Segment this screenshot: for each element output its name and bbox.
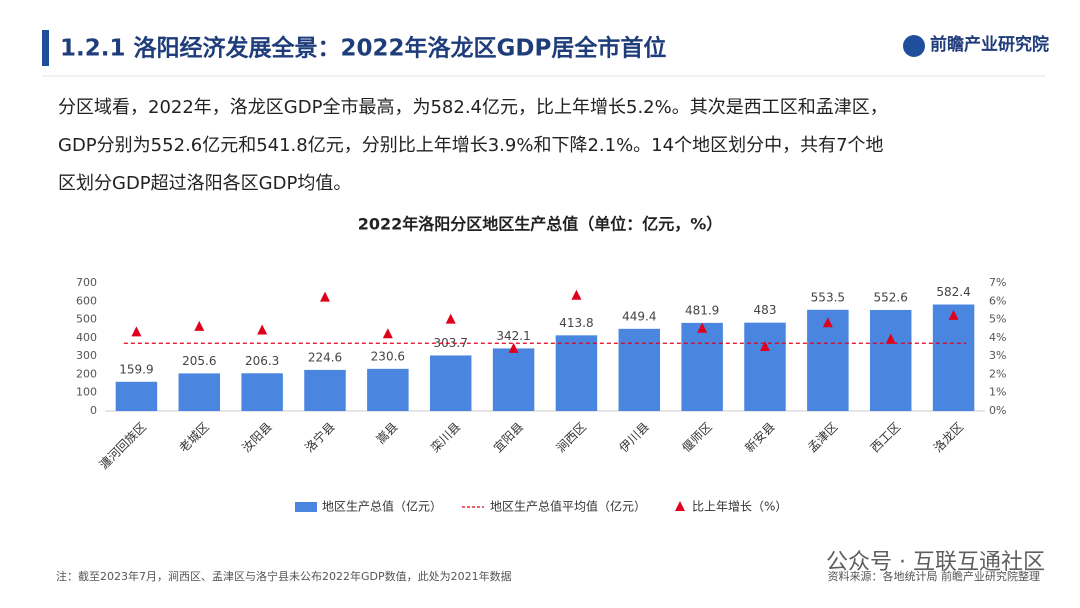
source: 资料来源：各地统计局 前瞻产业研究院整理 <box>828 569 1041 583</box>
bar <box>744 322 786 411</box>
data-label: 449.4 <box>622 309 656 323</box>
bar <box>681 322 723 411</box>
growth-marker <box>948 309 959 320</box>
legend-label: 地区生产总值（亿元） <box>322 499 442 514</box>
bar <box>618 328 661 411</box>
body-line: 分区域看，2022年，洛龙区GDP全市最高，为582.4亿元，比上年增长5.2%… <box>58 97 888 118</box>
y2-tick-label: 6% <box>989 294 1006 307</box>
bar <box>115 381 158 411</box>
legend-label: 比上年增长（%） <box>692 500 787 514</box>
y-tick-label: 400 <box>76 331 97 344</box>
y2-tick-label: 3% <box>989 349 1006 362</box>
bar <box>429 355 472 411</box>
y2-tick-label: 1% <box>989 386 1006 399</box>
footnote: 注：截至2023年7月，涧西区、孟津区与洛宁县未公布2022年GDP数值，此处为… <box>56 569 512 583</box>
data-label: 303.7 <box>434 336 468 350</box>
y-tick-label: 700 <box>76 276 97 289</box>
growth-marker <box>760 341 770 351</box>
logo-icon <box>903 35 925 57</box>
bar <box>367 368 409 411</box>
body-line: GDP分别为552.6亿元和541.8亿元，分别比上年增长3.9%和下降2.1%… <box>58 135 884 156</box>
data-label: 582.4 <box>936 285 970 299</box>
x-tick-label: 洛宁县 <box>302 419 338 455</box>
legend-swatch <box>675 501 685 511</box>
x-tick-label: 老城区 <box>177 420 212 455</box>
y2-tick-label: 0% <box>989 404 1006 417</box>
data-label: 413.8 <box>559 316 593 330</box>
x-tick-label: 涧西区 <box>554 420 589 455</box>
y-tick-label: 100 <box>76 386 97 399</box>
bar <box>492 348 535 411</box>
y-tick-label: 500 <box>76 313 97 326</box>
watermark: 公众号 · 互联互通社区 <box>826 550 1045 575</box>
growth-marker <box>131 326 142 337</box>
data-label: 553.5 <box>811 290 845 304</box>
growth-marker <box>885 333 896 344</box>
data-label: 159.9 <box>119 362 153 376</box>
y2-tick-label: 5% <box>989 313 1006 326</box>
data-label: 481.9 <box>685 303 719 317</box>
data-label: 230.6 <box>371 349 405 363</box>
growth-marker <box>508 342 519 353</box>
x-tick-label: 洛龙区 <box>930 419 966 455</box>
y-tick-label: 200 <box>76 367 97 380</box>
x-tick-label: 偃师区 <box>679 419 715 455</box>
y2-tick-label: 4% <box>989 331 1006 344</box>
data-label: 483 <box>754 303 777 317</box>
growth-marker <box>571 289 582 300</box>
chart-title: 2022年洛阳分区地区生产总值（单位：亿元，%） <box>358 215 723 234</box>
title-accent <box>42 30 49 66</box>
bar <box>178 373 221 411</box>
x-tick-label: 嵩县 <box>374 420 401 447</box>
bar <box>555 335 598 411</box>
data-label: 206.3 <box>245 354 279 368</box>
x-tick-label: 孟津区 <box>805 420 840 455</box>
x-tick-label: 伊川县 <box>617 420 652 455</box>
x-tick-label: 新安县 <box>742 419 778 455</box>
x-tick-label: 汝阳县 <box>239 420 274 455</box>
growth-marker <box>822 317 833 328</box>
data-label: 224.6 <box>308 350 342 364</box>
bar <box>304 369 346 411</box>
data-label: 552.6 <box>874 290 908 304</box>
growth-marker <box>257 324 268 335</box>
x-tick-label: 宜阳县 <box>490 419 526 455</box>
slide-title: 1.2.1 洛阳经济发展全景：2022年洛龙区GDP居全市首位 <box>60 35 666 62</box>
growth-marker <box>194 320 205 331</box>
y-tick-label: 0 <box>90 404 97 417</box>
legend-label: 地区生产总值平均值（亿元） <box>490 499 646 514</box>
logo-text: 前瞻产业研究院 <box>930 34 1049 55</box>
bar <box>869 309 912 411</box>
y2-tick-label: 2% <box>989 367 1006 380</box>
data-label: 205.6 <box>182 354 216 368</box>
y-tick-label: 300 <box>76 349 97 362</box>
data-label: 342.1 <box>496 329 530 343</box>
growth-marker <box>697 322 708 333</box>
x-tick-label: 栾川县 <box>427 419 463 455</box>
bar <box>932 304 975 411</box>
growth-marker <box>382 328 393 339</box>
growth-marker <box>320 291 330 302</box>
y2-tick-label: 7% <box>989 276 1006 289</box>
body-line: 区划分GDP超过洛阳各区GDP均值。 <box>58 173 351 194</box>
bar <box>241 373 283 411</box>
x-tick-label: 瀍河回族区 <box>96 419 149 472</box>
x-tick-label: 西工区 <box>868 420 903 455</box>
growth-marker <box>445 313 456 324</box>
legend-swatch <box>295 502 317 512</box>
y-tick-label: 600 <box>76 294 97 307</box>
